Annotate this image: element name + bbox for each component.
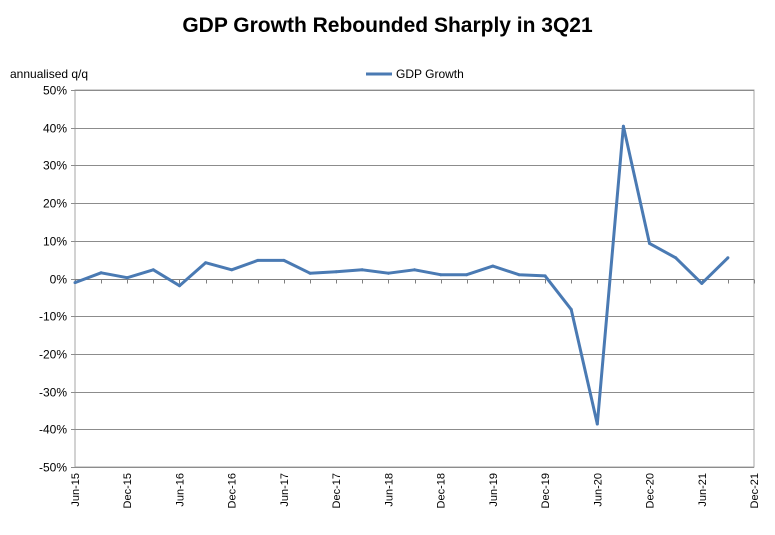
x-tick-label: Jun-15 [70,473,82,507]
y-tick-label: 10% [43,235,67,249]
y-tick-label: -40% [39,423,67,437]
data-point [256,258,260,262]
y-tick-label: 20% [43,197,67,211]
plot-area [74,89,755,468]
x-tick-label: Dec-19 [540,473,552,508]
y-tick-label: -50% [39,461,67,475]
y-axis-label: annualised q/q [10,67,89,81]
data-point [595,422,599,426]
data-point [543,274,547,278]
data-point [413,268,416,272]
x-tick-label: Jun-20 [592,473,604,507]
x-tick-label: Dec-15 [122,473,134,508]
data-point [334,270,338,274]
y-tick-label: 50% [43,84,67,98]
data-point [491,264,495,268]
data-point [621,124,625,128]
x-tick-label: Dec-17 [331,473,343,508]
y-tick-label: 40% [43,122,67,136]
chart-title: GDP Growth Rebounded Sharply in 3Q21 [182,14,593,37]
data-point [204,261,208,265]
data-point [569,307,573,311]
x-tick-label: Dec-20 [645,473,657,508]
x-tick-label: Jun-16 [174,473,186,507]
data-point [674,256,678,260]
data-point [648,241,651,245]
y-tick-label: -20% [39,348,67,362]
data-point [700,281,704,285]
x-tick-label: Dec-21 [749,473,761,508]
data-point [360,268,364,272]
y-tick-label: -10% [39,310,67,324]
data-point [151,268,155,272]
x-tick-label: Jun-21 [697,473,709,507]
data-point [439,273,443,277]
data-point [99,271,103,275]
y-tick-label: -30% [39,386,67,400]
data-point [386,271,390,275]
x-tick-label: Dec-16 [227,473,239,508]
data-point [308,271,312,275]
data-point [125,276,129,280]
data-point [178,284,181,288]
data-point [230,268,234,272]
data-point [726,256,730,260]
data-point [517,273,521,277]
legend-label: GDP Growth [396,67,464,81]
x-tick-label: Dec-18 [436,473,448,508]
x-tick-label: Jun-19 [488,473,500,507]
x-tick-label: Jun-17 [279,473,291,507]
x-tick-label: Jun-18 [383,473,395,507]
y-tick-label: 0% [50,273,68,287]
y-tick-label: 30% [43,159,67,173]
series-line [74,124,729,426]
data-point [73,281,77,285]
data-point [465,273,469,277]
data-point [282,258,286,262]
